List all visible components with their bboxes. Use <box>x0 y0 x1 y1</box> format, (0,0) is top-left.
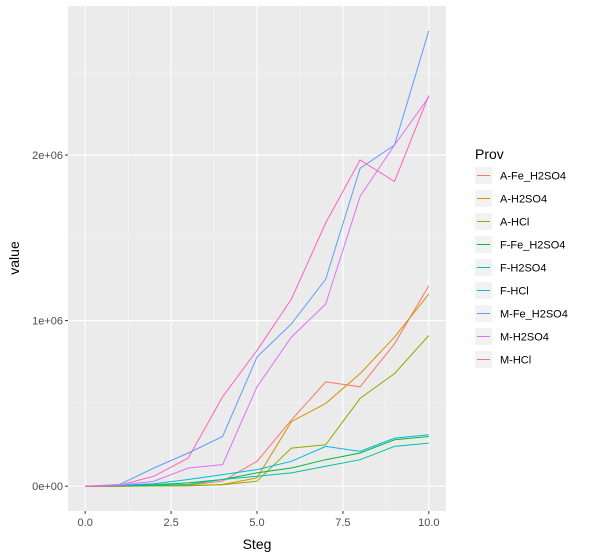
series-line-m-fe-h2so4 <box>85 30 430 487</box>
legend-label: F-H2SO4 <box>500 263 546 275</box>
x-tick-label: 7.5 <box>335 517 350 529</box>
y-tick-label: 0e+00 <box>32 481 63 493</box>
series-line-f-h2so4 <box>85 442 429 487</box>
legend-label: M-H2SO4 <box>500 332 549 344</box>
legend-label: F-Fe_H2SO4 <box>500 240 565 252</box>
major-grid <box>68 6 446 511</box>
x-tick-label: 2.5 <box>163 517 178 529</box>
y-tick-label: 1e+06 <box>32 316 63 328</box>
legend: Prov A-Fe_H2SO4 A-H2SO4 A-HCl F-Fe_H2SO4 F-H… <box>475 146 568 368</box>
legend-label: A-H2SO4 <box>500 194 547 206</box>
legend-label: A-HCl <box>500 217 529 229</box>
x-tick-label: 0.0 <box>78 517 93 529</box>
y-axis: 0e+00 1e+06 2e+06 <box>32 150 68 493</box>
series-line-f-hcl <box>85 434 429 487</box>
y-tick-label: 2e+06 <box>32 150 63 162</box>
series-lines <box>85 30 430 487</box>
y-axis-title: value <box>6 241 22 275</box>
legend-items: A-Fe_H2SO4 A-H2SO4 A-HCl F-Fe_H2SO4 F-H2SO4 F… <box>475 167 568 368</box>
legend-label: M-Fe_H2SO4 <box>500 309 568 321</box>
legend-title: Prov <box>475 146 504 162</box>
legend-label: F-HCl <box>500 286 529 298</box>
x-tick-label: 10.0 <box>418 517 439 529</box>
series-line-m-h2so4 <box>85 96 430 487</box>
series-line-m-hcl <box>85 95 430 487</box>
x-tick-label: 5.0 <box>249 517 264 529</box>
legend-label: A-Fe_H2SO4 <box>500 171 566 183</box>
x-axis: 0.0 2.5 5.0 7.5 10.0 <box>78 511 440 529</box>
series-line-a-hcl <box>85 335 430 487</box>
x-axis-title: Steg <box>243 536 272 552</box>
legend-label: M-HCl <box>500 355 531 367</box>
